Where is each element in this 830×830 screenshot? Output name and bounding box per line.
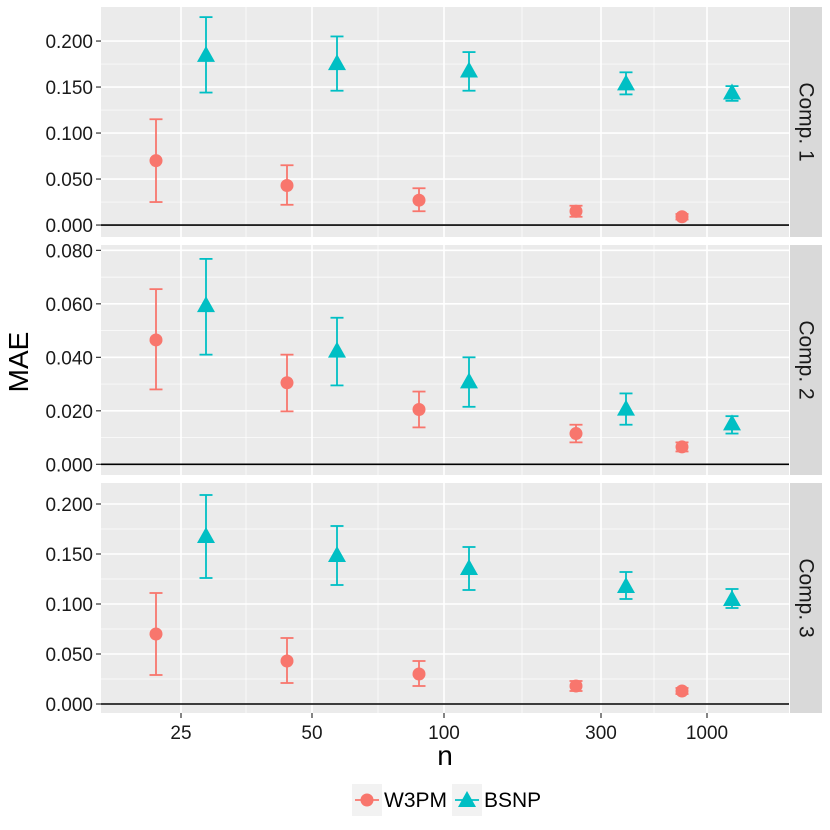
data-point-triangle xyxy=(460,372,478,389)
data-point-triangle xyxy=(617,74,635,91)
data-point-triangle xyxy=(197,527,215,543)
data-point-circle xyxy=(149,154,163,168)
y-tick-label: 0.100 xyxy=(45,124,93,145)
legend-label: BSNP xyxy=(484,789,541,812)
legend-item-w3pm: W3PM xyxy=(352,784,447,816)
x-tick-label: 50 xyxy=(301,723,322,744)
y-tick-label: 0.050 xyxy=(45,170,93,191)
data-point-circle xyxy=(149,627,163,641)
y-tick-label: 0.150 xyxy=(45,78,93,99)
y-tick-label: 0.060 xyxy=(45,295,93,316)
data-point-triangle xyxy=(197,45,215,62)
y-tick-label: 0.020 xyxy=(45,402,93,423)
data-point-triangle xyxy=(197,296,215,313)
facet-panel-3: 0.000 0.050 0.100 0.150 0.200 Comp. 3 25 50 100 3… xyxy=(45,483,822,744)
x-tick-label: 300 xyxy=(585,723,617,744)
data-point-circle xyxy=(149,333,163,347)
data-point-circle xyxy=(675,210,689,224)
x-tick-label: 1000 xyxy=(686,723,728,744)
series-w3pm xyxy=(149,592,689,698)
data-point-circle xyxy=(675,684,689,698)
y-axis-title: MAE xyxy=(3,332,34,393)
data-point-circle xyxy=(569,204,583,218)
facet-strip-label: Comp. 2 xyxy=(795,320,818,399)
y-tick-label: 0.080 xyxy=(45,241,93,262)
legend-label: W3PM xyxy=(384,789,447,812)
legend-item-bsnp: BSNP xyxy=(452,784,541,816)
data-point-triangle xyxy=(617,399,635,416)
data-point-circle xyxy=(412,402,426,416)
y-tick-label: 0.000 xyxy=(45,455,93,476)
data-point-circle xyxy=(675,440,689,454)
data-point-circle xyxy=(280,376,294,390)
data-point-circle xyxy=(280,654,294,668)
legend-key-triangle xyxy=(458,791,476,807)
facet-strip-label: Comp. 3 xyxy=(795,558,818,637)
data-point-circle xyxy=(412,667,426,681)
x-axis-title: n xyxy=(437,740,453,771)
data-point-circle xyxy=(569,427,583,441)
facet-strip-label: Comp. 1 xyxy=(795,82,818,161)
y-tick-label: 0.040 xyxy=(45,348,93,369)
x-tick-label: 25 xyxy=(170,723,191,744)
data-point-triangle xyxy=(328,546,346,562)
y-tick-label: 0.200 xyxy=(45,32,93,53)
legend-key-circle xyxy=(360,793,374,807)
y-tick-label: 0.200 xyxy=(45,495,93,516)
y-tick-label: 0.000 xyxy=(45,216,93,237)
data-point-circle xyxy=(412,193,426,207)
series-w3pm xyxy=(149,118,689,224)
series-bsnp xyxy=(197,258,741,435)
data-point-triangle xyxy=(723,414,741,431)
series-bsnp xyxy=(197,494,741,609)
facet-strip xyxy=(790,245,822,475)
data-point-triangle xyxy=(460,61,478,78)
panel-background xyxy=(101,483,789,713)
y-tick-label: 0.050 xyxy=(45,645,93,666)
data-point-circle xyxy=(569,679,583,693)
data-point-triangle xyxy=(328,54,346,71)
facet-panel-2: 0.000 0.020 0.040 0.060 0.080 Comp. 2 xyxy=(45,241,822,476)
panel-background xyxy=(101,7,789,237)
facet-strip xyxy=(790,483,822,713)
y-tick-label: 0.150 xyxy=(45,545,93,566)
data-point-triangle xyxy=(328,341,346,358)
data-point-triangle xyxy=(723,83,741,100)
y-tick-label: 0.000 xyxy=(45,695,93,716)
legend: W3PM BSNP xyxy=(352,784,541,816)
series-w3pm xyxy=(149,288,689,454)
data-point-triangle xyxy=(723,590,741,606)
series-bsnp xyxy=(197,16,741,102)
y-tick-label: 0.100 xyxy=(45,595,93,616)
data-point-triangle xyxy=(460,559,478,575)
x-tick-label: 100 xyxy=(428,723,460,744)
data-point-circle xyxy=(280,178,294,192)
facet-panel-1: 0.000 0.050 0.100 0.150 0.200 Comp. 1 xyxy=(45,7,822,237)
panel-background xyxy=(101,245,789,475)
facet-strip xyxy=(790,7,822,237)
data-point-triangle xyxy=(617,577,635,593)
